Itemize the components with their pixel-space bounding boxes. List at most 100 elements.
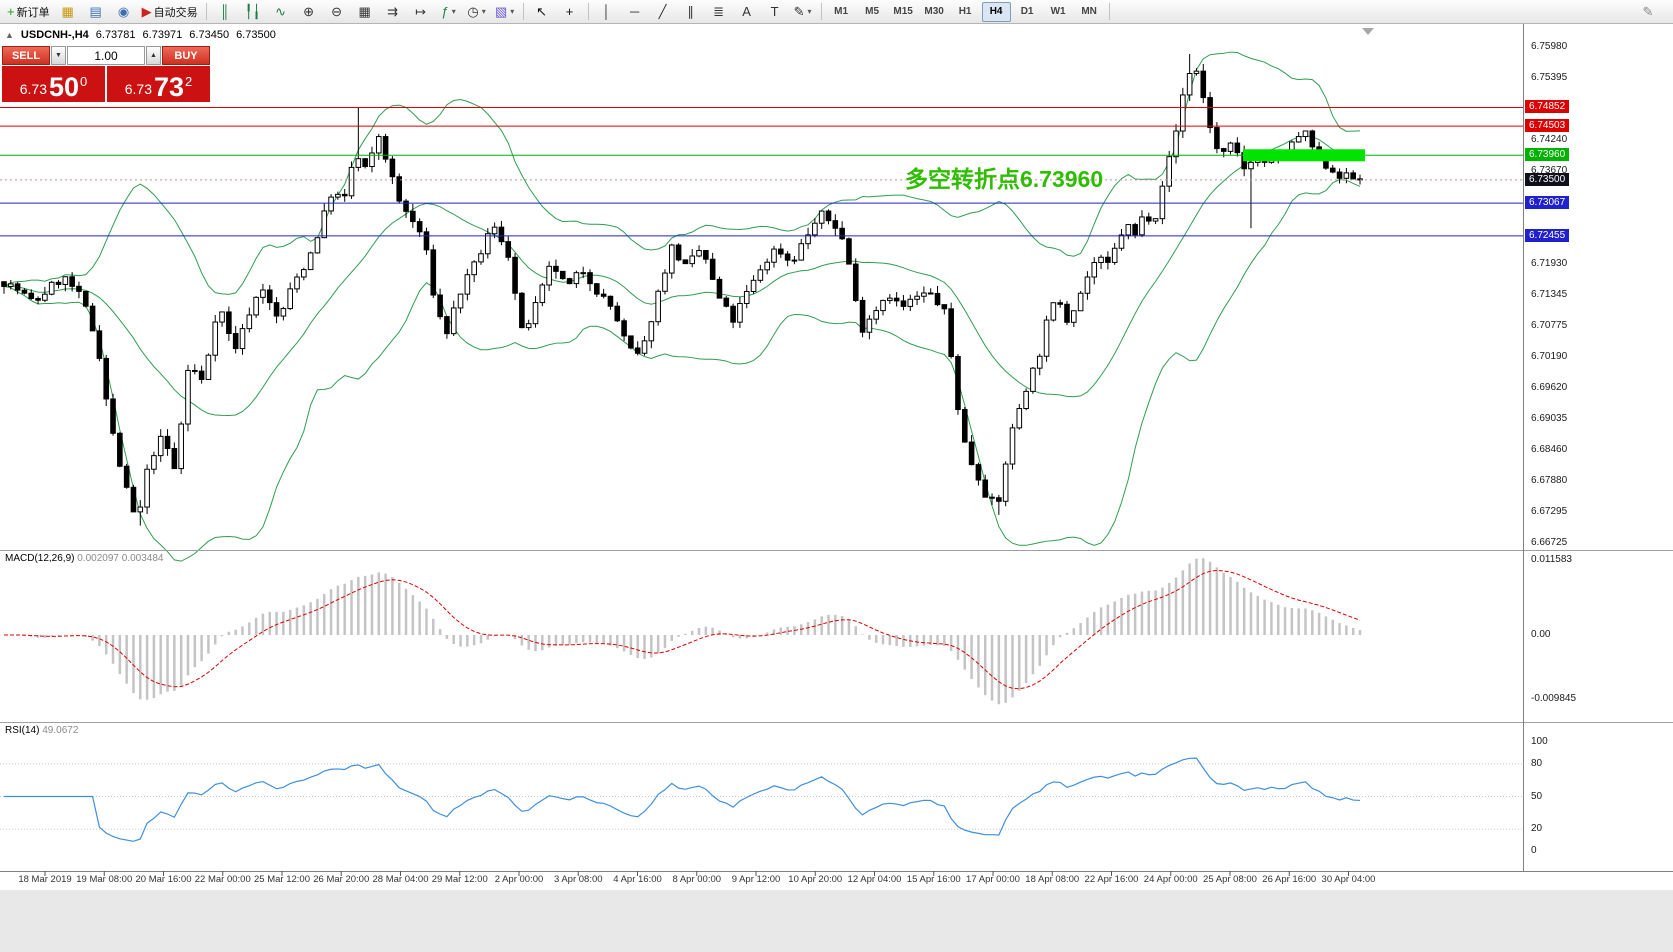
trendline-icon[interactable]: ╱ (650, 1, 676, 23)
price-axis-tick: 6.66725 (1531, 537, 1568, 548)
play-icon: ▶ (141, 3, 152, 19)
timeframe-h4[interactable]: H4 (981, 1, 1011, 22)
price-tag-6.74503[interactable]: 6.74503 (1525, 119, 1570, 133)
quick-draw-icon[interactable]: ✎ (1635, 1, 1661, 23)
text-icon[interactable]: A (734, 1, 760, 23)
templates-icon-dropdown[interactable]: ▾ (510, 7, 515, 16)
price-tag-6.73960[interactable]: 6.73960 (1525, 148, 1570, 162)
shapes-icon: ✎ (793, 3, 805, 19)
tile-windows-icon: ▦ (358, 3, 371, 19)
auto-trading-button[interactable]: ▶ 自动交易 (139, 1, 201, 23)
price-scale[interactable]: 6.75980 6.75395 6.74240 6.73670 6.71930 6.713… (1524, 0, 1673, 890)
indicators-icon: ƒ (441, 3, 449, 19)
macd-axis-tick: 0.011583 (1531, 553, 1572, 565)
rsi-label: RSI(14) 49.0672 (5, 725, 78, 736)
buy-price-sup: 2 (185, 74, 193, 89)
price-axis-tick: 6.73670 (1531, 164, 1568, 176)
macd-axis-tick: -0.009845 (1531, 692, 1577, 704)
periods-icon[interactable]: ◷ ▾ (464, 1, 490, 23)
current-price-tag[interactable]: 6.73500 (1525, 172, 1570, 186)
buy-price-box[interactable]: 6.73 73 2 (107, 66, 210, 102)
auto-scroll-icon[interactable]: ⇉ (380, 1, 406, 23)
chart-shift-icon[interactable]: ↦ (408, 1, 434, 23)
shapes-icon[interactable]: ✎ ▾ (790, 1, 816, 23)
line-chart-icon[interactable]: ∿ (268, 1, 294, 23)
plus-icon: + (7, 3, 15, 19)
shapes-icon-dropdown[interactable]: ▾ (807, 7, 812, 16)
auto-trading-button-label: 自动交易 (153, 6, 198, 19)
price-tag-6.74852[interactable]: 6.74852 (1525, 100, 1570, 114)
ohlc-low: 6.73450 (189, 29, 230, 41)
sell-price-main: 6.73 (19, 81, 47, 97)
navigator-icon: ◉ (117, 3, 130, 19)
trendline-icon: ╱ (658, 3, 667, 19)
price-tag-6.72455[interactable]: 6.72455 (1525, 228, 1570, 242)
sell-button[interactable]: SELL (2, 46, 50, 65)
highlight-box (1243, 149, 1365, 162)
macd-name: MACD(12,26,9) (5, 553, 75, 564)
ohlc-open: 6.73781 (95, 29, 136, 41)
periods-icon: ◷ (467, 3, 479, 19)
scroll-marker (1362, 28, 1374, 35)
fibonacci-icon[interactable]: ≣ (706, 1, 732, 23)
equidistant-channel-icon: ∥ (687, 3, 694, 19)
templates-icon[interactable]: ▧ ▾ (492, 1, 518, 23)
ohlc-high: 6.73971 (142, 29, 183, 41)
new-order-button-label: 新订单 (16, 6, 50, 19)
timeframe-m15[interactable]: M15 (893, 6, 913, 17)
vertical-line-icon: │ (602, 3, 611, 19)
periods-icon-dropdown[interactable]: ▾ (481, 7, 486, 16)
timeframe-w1[interactable]: W1 (1050, 6, 1066, 17)
charts-window-icon[interactable]: ▦ (55, 1, 81, 23)
macd-signal-line (3, 569, 1361, 690)
toolbar-group: ║ ╿╽ ∿ ⊕ ⊖ ▦ ⇉ ↦ ƒ ▾ ◷ ▾ ▧ ▾ (211, 1, 519, 23)
market-watch-icon[interactable]: ▤ (83, 1, 109, 23)
indicators-icon-dropdown[interactable]: ▾ (451, 7, 456, 16)
indicators-icon[interactable]: ƒ ▾ (436, 1, 462, 23)
toolbar-group: ↖ + (528, 1, 584, 23)
timeframe-m5[interactable]: M5 (865, 6, 880, 17)
timeframe-m1[interactable]: M1 (834, 6, 849, 17)
rsi-name: RSI(14) (5, 725, 40, 736)
timeframe-d1[interactable]: D1 (1020, 6, 1034, 17)
collapse-one-click-icon[interactable]: ▲ (5, 30, 14, 40)
price-axis-tick: 6.75395 (1531, 72, 1568, 84)
volume-input[interactable]: 1.00 (67, 46, 145, 65)
buy-price-big: 73 (153, 72, 185, 102)
toolbar-separator (820, 3, 822, 20)
price-axis-tick: 6.74240 (1531, 134, 1568, 146)
price-axis-tick: 6.75980 (1531, 41, 1568, 52)
zoom-in-icon: ⊕ (303, 3, 315, 19)
price-axis-tick: 6.70775 (1531, 319, 1568, 331)
sell-price-sup: 0 (80, 74, 88, 89)
horizontal-line-icon[interactable]: ─ (622, 1, 648, 23)
vertical-line-icon[interactable]: │ (594, 1, 620, 23)
new-order-button[interactable]: + 新订单 (4, 1, 53, 23)
timeframe-mn[interactable]: MN (1081, 6, 1097, 17)
volume-up-button[interactable]: ▲ (146, 46, 161, 65)
timeframe-h1[interactable]: H1 (958, 6, 972, 17)
equidistant-channel-icon[interactable]: ∥ (678, 1, 704, 23)
templates-icon: ▧ (494, 3, 508, 19)
zoom-out-icon[interactable]: ⊖ (324, 1, 350, 23)
sell-price-big: 50 (48, 72, 80, 102)
volume-down-button[interactable]: ▼ (51, 46, 66, 65)
navigator-icon[interactable]: ◉ (111, 1, 137, 23)
quick-draw-icon: ✎ (1642, 3, 1654, 19)
buy-button[interactable]: BUY (162, 46, 210, 65)
timeframe-m30[interactable]: M30 (924, 6, 944, 17)
cursor-icon[interactable]: ↖ (529, 1, 555, 23)
macd-values: 0.002097 0.003484 (77, 553, 164, 564)
tile-windows-icon[interactable]: ▦ (352, 1, 378, 23)
bar-chart-icon[interactable]: ║ (212, 1, 238, 23)
zoom-in-icon[interactable]: ⊕ (296, 1, 322, 23)
price-tag-6.73067[interactable]: 6.73067 (1525, 196, 1570, 210)
bar-chart-icon: ║ (219, 3, 230, 19)
text-label-icon[interactable]: T (762, 1, 788, 23)
price-axis-tick: 6.69035 (1531, 413, 1568, 425)
crosshair-icon[interactable]: + (557, 1, 583, 23)
cursor-icon: ↖ (536, 3, 548, 19)
sell-price-box[interactable]: 6.73 50 0 (2, 66, 105, 102)
candlestick-chart-icon[interactable]: ╿╽ (240, 1, 266, 23)
